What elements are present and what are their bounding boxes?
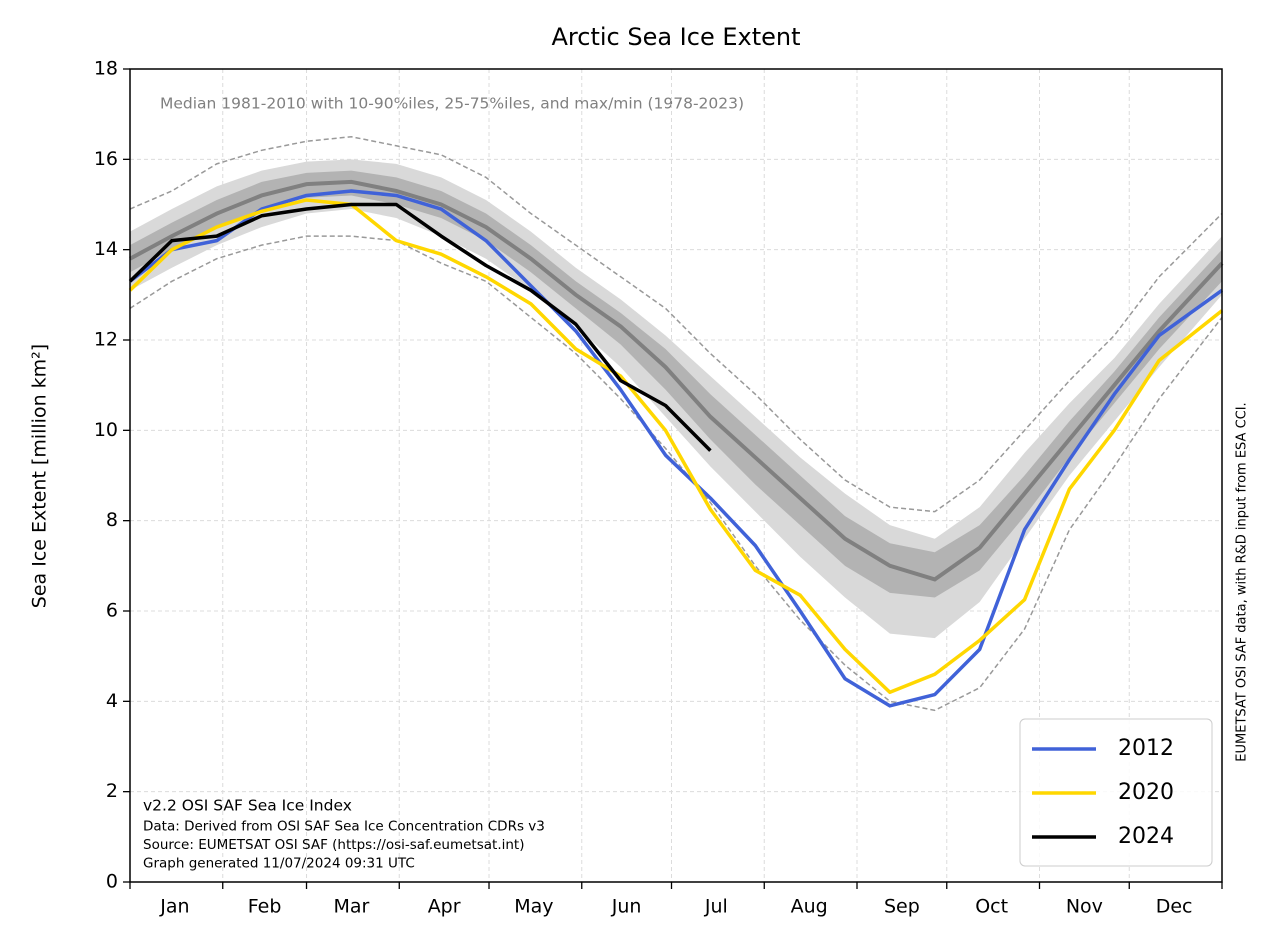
percentile-band (130, 170, 1222, 598)
x-tick-label: Jun (611, 896, 642, 918)
y-tick-label: 8 (106, 509, 118, 531)
footnote: Source: EUMETSAT OSI SAF (https://osi-sa… (143, 837, 524, 853)
x-tick-label: Feb (248, 896, 282, 918)
footnote: Graph generated 11/07/2024 09:31 UTC (143, 856, 415, 872)
x-tick-label: Mar (333, 896, 369, 918)
footnote: v2.2 OSI SAF Sea Ice Index (143, 797, 352, 815)
y-tick-label: 18 (94, 58, 118, 80)
x-tick-label: Jul (704, 896, 728, 918)
y-tick-label: 12 (94, 329, 118, 351)
median-line (129, 179, 1224, 582)
legend-box (1019, 718, 1213, 867)
footnote: Data: Derived from OSI SAF Sea Ice Conce… (143, 819, 545, 835)
x-tick-label: Dec (1156, 896, 1193, 918)
x-tick-label: Apr (428, 896, 461, 918)
legend-label: 2012 (1118, 736, 1174, 761)
y-tick-label: 6 (106, 600, 118, 622)
series-line (128, 202, 712, 452)
x-tick-label: Nov (1066, 896, 1103, 918)
legend-label: 2020 (1118, 780, 1174, 805)
range-line (129, 235, 1223, 712)
y-tick-label: 10 (94, 419, 118, 441)
y-tick-label: 16 (94, 148, 118, 170)
side-note: EUMETSAT OSI SAF data, with R&D input fr… (1235, 402, 1250, 761)
x-tick-label: May (514, 896, 553, 918)
y-tick-label: 0 (106, 871, 118, 893)
series-line (128, 198, 1224, 695)
range-line (129, 135, 1223, 513)
y-tick-label: 4 (106, 690, 118, 712)
subtitle: Median 1981-2010 with 10-90%iles, 25-75%… (160, 95, 744, 113)
x-tick-label: Aug (791, 896, 828, 918)
series-line (128, 189, 1224, 708)
x-tick-label: Oct (975, 896, 1008, 918)
y-tick-label: 14 (94, 238, 118, 260)
x-tick-label: Jan (159, 896, 189, 918)
x-tick-label: Sep (884, 896, 920, 918)
chart-title: Arctic Sea Ice Extent (551, 23, 800, 51)
y-axis-label: Sea Ice Extent [million km²] (29, 344, 51, 608)
legend-label: 2024 (1118, 824, 1174, 849)
y-tick-label: 2 (106, 780, 118, 802)
plot-frame (129, 68, 1223, 883)
